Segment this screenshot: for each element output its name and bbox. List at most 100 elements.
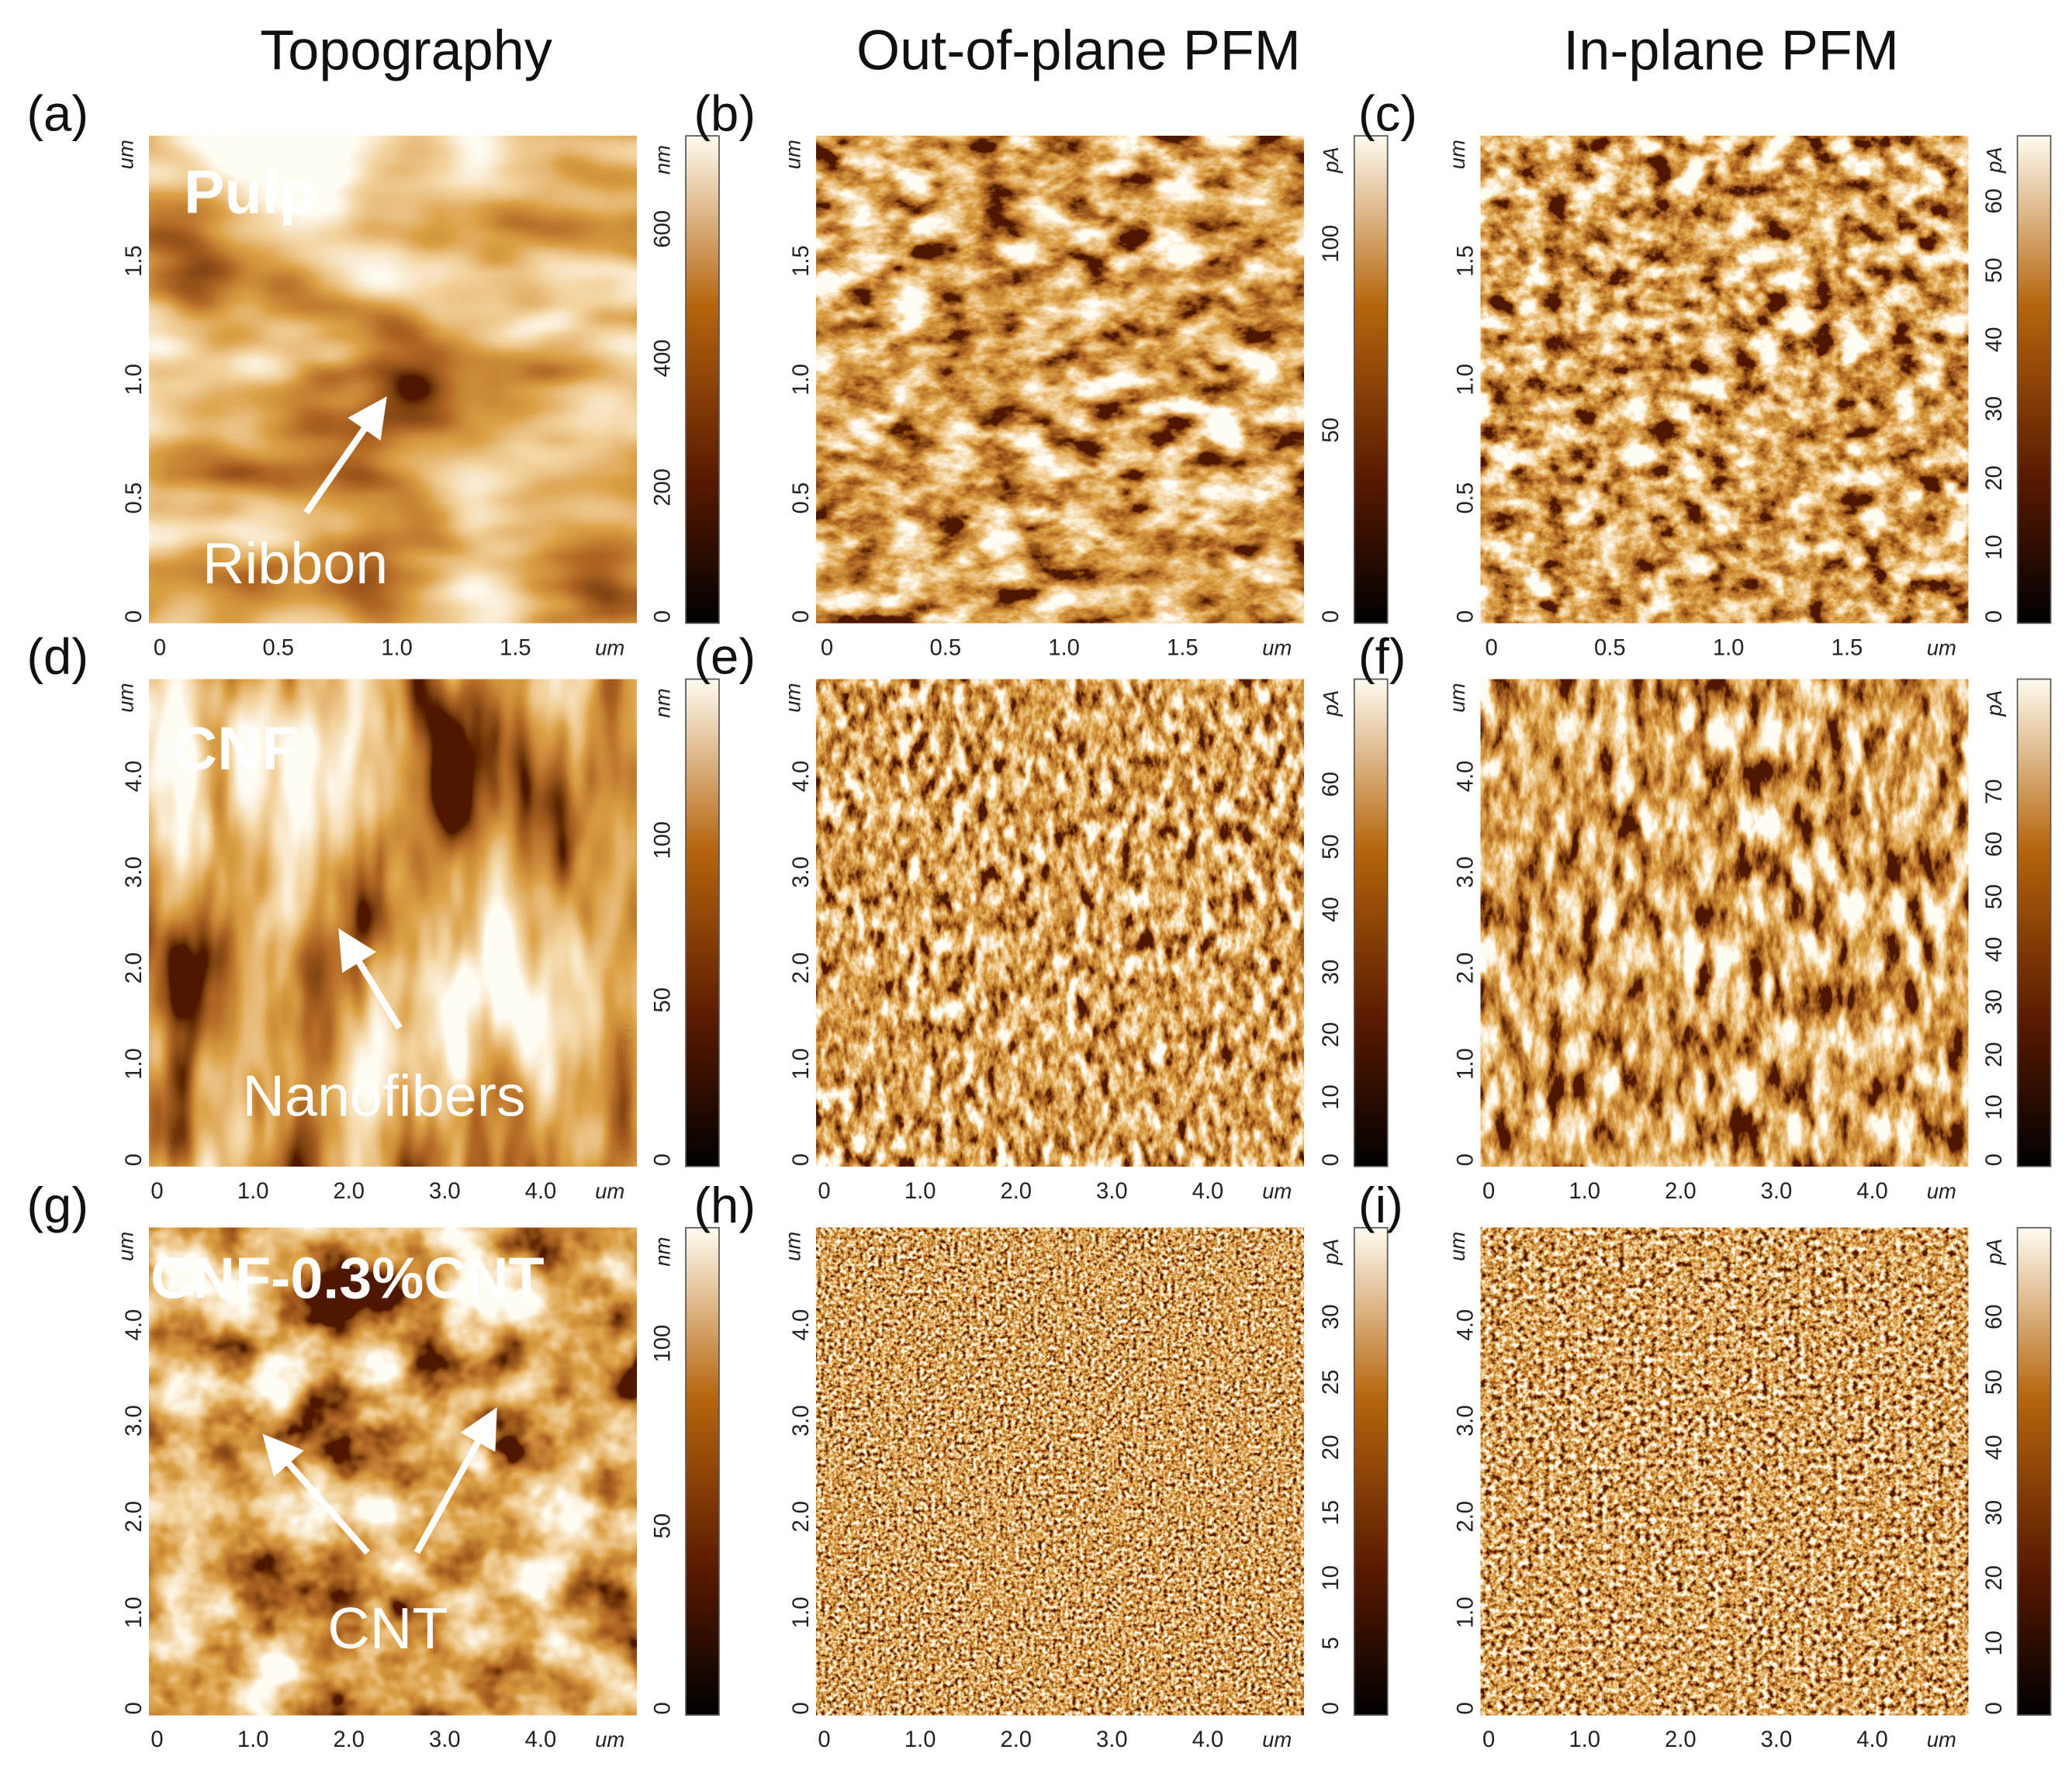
y-tick-label: 0 xyxy=(789,1702,814,1714)
afm-image xyxy=(1480,136,1969,624)
y-tick-label: 4.0 xyxy=(122,1309,147,1341)
colorbar-tick-label: 100 xyxy=(650,821,675,859)
y-tick-label: 0 xyxy=(789,610,814,623)
x-tick-label: 4.0 xyxy=(1192,1727,1224,1752)
x-tick-label: 1.0 xyxy=(1048,636,1080,661)
x-tick-label: 0 xyxy=(818,1179,830,1204)
y-tick-label: 0 xyxy=(1454,1153,1479,1166)
colorbar-tick-label: 30 xyxy=(1982,1500,2007,1525)
panel-letter: (e) xyxy=(694,628,756,685)
x-tick-label: 1.0 xyxy=(1713,636,1745,661)
colorbar-tick-label: 40 xyxy=(1982,937,2007,962)
annotation-arrow xyxy=(262,1433,370,1555)
colorbar-tick-label: 30 xyxy=(1982,990,2007,1015)
panel-letter: (b) xyxy=(694,85,756,141)
x-axis-unit: um xyxy=(595,1727,624,1751)
colorbar-tick-label: 0 xyxy=(1982,610,2007,623)
y-tick-label: 2.0 xyxy=(122,1501,147,1533)
x-tick-label: 2.0 xyxy=(1000,1179,1032,1204)
colorbar-tick-label: 200 xyxy=(650,469,675,507)
colorbar xyxy=(1353,1226,1389,1716)
colorbar-tick-label: 30 xyxy=(1319,960,1344,984)
colorbar-tick-label: 40 xyxy=(1982,1435,2007,1460)
colorbar-tick-label: 20 xyxy=(1982,1042,2007,1067)
colorbar-tick-label: 50 xyxy=(650,1513,675,1538)
y-tick-label: 1.0 xyxy=(789,364,814,396)
colorbar-tick-label: 30 xyxy=(1982,396,2007,421)
y-axis-unit: um xyxy=(114,683,138,712)
y-tick-label: 1.0 xyxy=(122,1048,147,1080)
y-tick-label: 0 xyxy=(1454,1702,1479,1714)
annotation-arrow xyxy=(338,928,403,1030)
x-axis-unit: um xyxy=(1927,636,1956,660)
y-axis-unit: um xyxy=(781,140,805,169)
column-header: Out-of-plane PFM xyxy=(856,19,1301,81)
y-tick-label: 1.0 xyxy=(789,1597,814,1629)
afm-image xyxy=(1480,679,1969,1167)
colorbar-tick-label: 10 xyxy=(1982,534,2007,559)
y-tick-label: 4.0 xyxy=(789,761,814,793)
x-tick-label: 1.0 xyxy=(237,1179,269,1204)
y-tick-label: 0 xyxy=(122,1702,147,1714)
colorbar xyxy=(2016,678,2052,1167)
colorbar-tick-label: 20 xyxy=(1319,1435,1344,1460)
y-tick-label: 3.0 xyxy=(1454,856,1479,888)
x-tick-label: 2.0 xyxy=(1000,1727,1032,1752)
colorbar xyxy=(1353,135,1389,624)
x-tick-label: 0 xyxy=(1482,1179,1495,1204)
y-tick-label: 0.5 xyxy=(1454,482,1479,514)
y-axis-unit: um xyxy=(114,140,138,169)
image-annotation: Nanofibers xyxy=(242,1064,525,1129)
x-tick-label: 1.0 xyxy=(381,636,413,661)
panels: Topography Out-of-plane PFM In-plane PFM (a… xyxy=(26,19,2052,1752)
colorbar-tick-label: 30 xyxy=(1319,1305,1344,1330)
y-tick-label: 3.0 xyxy=(122,1405,147,1437)
y-tick-label: 4.0 xyxy=(789,1309,814,1341)
x-tick-label: 0 xyxy=(150,1179,163,1204)
colorbar-tick-label: 0 xyxy=(1319,1702,1344,1714)
y-tick-label: 2.0 xyxy=(1454,953,1479,984)
colorbar-unit: pA xyxy=(1982,147,2006,174)
x-tick-label: 1.0 xyxy=(905,1179,936,1204)
x-tick-label: 0.5 xyxy=(929,636,961,661)
y-tick-label: 1.0 xyxy=(122,364,147,396)
afm-image xyxy=(149,136,637,624)
y-tick-label: 4.0 xyxy=(122,761,147,793)
colorbar-tick-label: 70 xyxy=(1982,779,2007,804)
colorbar-tick-label: 60 xyxy=(1982,1305,2007,1330)
colorbar-tick-label: 400 xyxy=(650,339,675,377)
x-tick-label: 1.0 xyxy=(237,1727,269,1752)
y-tick-label: 0 xyxy=(1454,610,1479,623)
x-axis-unit: um xyxy=(1927,1179,1956,1203)
y-axis-unit: um xyxy=(1445,140,1469,169)
colorbar-tick-label: 60 xyxy=(1319,772,1344,797)
y-tick-label: 0.5 xyxy=(789,482,814,514)
y-tick-label: 0 xyxy=(122,1153,147,1166)
y-axis-unit: um xyxy=(1445,683,1469,712)
colorbar-tick-label: 50 xyxy=(1982,1370,2007,1395)
x-tick-label: 4.0 xyxy=(1856,1727,1888,1752)
y-tick-label: 2.0 xyxy=(789,1501,814,1533)
x-tick-label: 1.5 xyxy=(1167,636,1199,661)
image-annotation: CNF-0.3%CNT xyxy=(150,1247,545,1312)
x-tick-label: 3.0 xyxy=(1096,1727,1128,1752)
x-tick-label: 0 xyxy=(154,636,166,661)
colorbar-tick-label: 10 xyxy=(1982,1094,2007,1119)
y-tick-label: 1.0 xyxy=(1454,1597,1479,1629)
colorbar-tick-label: 0 xyxy=(1982,1153,2007,1166)
colorbar-tick-label: 0 xyxy=(650,610,675,623)
colorbar-tick-label: 50 xyxy=(1982,884,2007,909)
x-tick-label: 2.0 xyxy=(333,1179,365,1204)
x-tick-label: 3.0 xyxy=(429,1727,461,1752)
x-tick-label: 2.0 xyxy=(1665,1727,1697,1752)
y-tick-label: 1.0 xyxy=(122,1597,147,1629)
colorbar xyxy=(2016,1226,2052,1716)
y-tick-label: 3.0 xyxy=(122,856,147,888)
afm-image xyxy=(816,679,1304,1167)
y-axis-unit: um xyxy=(114,1232,138,1261)
colorbar-unit: pA xyxy=(1982,1239,2006,1266)
y-tick-label: 2.0 xyxy=(1454,1501,1479,1533)
x-axis-unit: um xyxy=(1262,636,1292,660)
